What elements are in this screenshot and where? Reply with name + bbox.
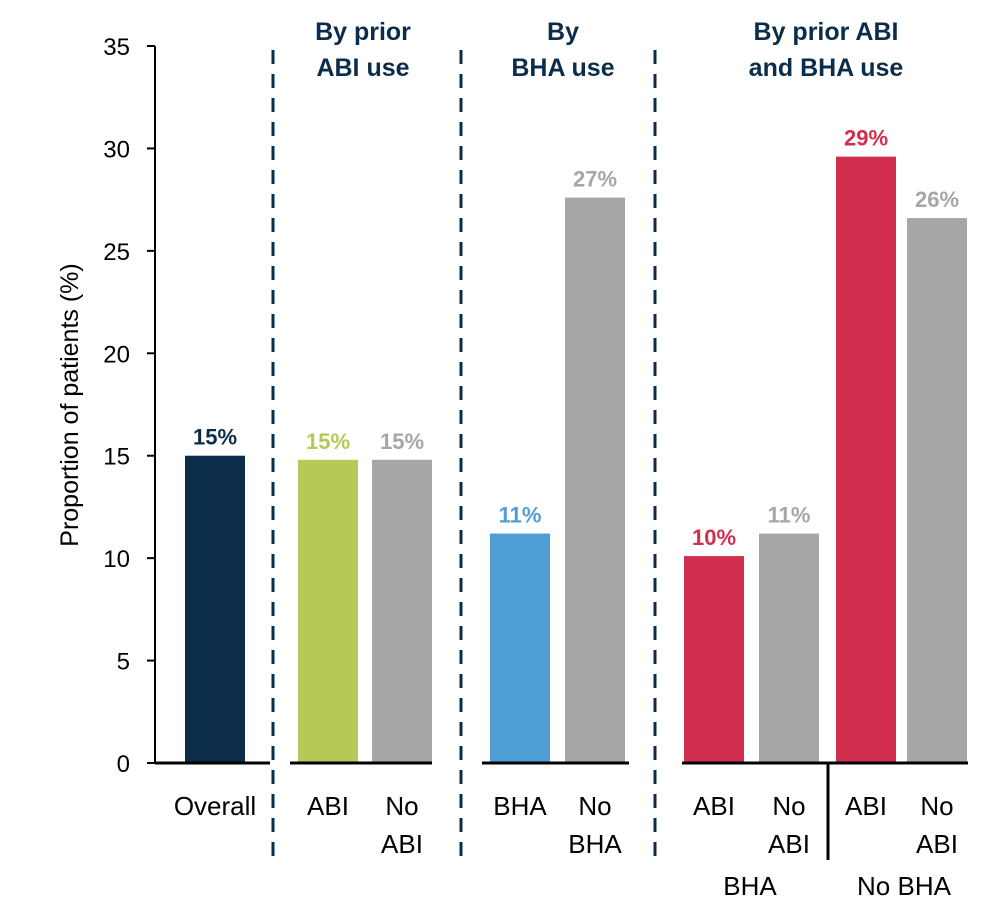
category-label: ABI — [693, 791, 735, 821]
category-label: No — [385, 791, 418, 821]
y-tick-label: 15 — [103, 444, 130, 471]
y-axis: 0 5 10 15 20 25 30 35 Proportion of patients (%) — [56, 34, 156, 778]
y-tick-label: 35 — [103, 34, 130, 61]
bar — [565, 197, 625, 763]
category-label: ABI — [768, 829, 810, 859]
data-label: 15% — [193, 425, 237, 450]
category-labels: Overall ABI No ABI BHA No BHA ABI No ABI ABI No ABI — [174, 791, 958, 859]
group-title-line: and BHA use — [749, 54, 904, 82]
bar — [298, 459, 358, 763]
value-labels: 15% 15% 15% 11% 27% 10% 11% 29% 26% — [193, 126, 959, 550]
bar — [490, 533, 550, 763]
data-label: 11% — [768, 503, 811, 528]
subgroup-labels: BHA No BHA — [723, 763, 952, 901]
bar — [185, 455, 245, 763]
bar — [372, 459, 432, 763]
data-label: 26% — [915, 187, 959, 212]
data-label: 29% — [844, 126, 888, 151]
group-title-line: By prior — [315, 18, 411, 46]
group-title-line: BHA use — [511, 54, 614, 82]
group-separators — [271, 50, 657, 858]
category-label: BHA — [568, 829, 622, 859]
bar — [907, 218, 967, 763]
y-tick-label: 10 — [103, 546, 130, 573]
group-title-line: By — [547, 18, 579, 46]
category-label: No — [920, 791, 953, 821]
y-tick-label: 5 — [117, 649, 130, 676]
data-label: 27% — [573, 167, 617, 192]
category-label: Overall — [174, 791, 256, 821]
y-tick-label: 20 — [103, 341, 130, 368]
y-tick-label: 0 — [117, 751, 130, 778]
subgroup-label: No BHA — [857, 871, 952, 901]
group-title-line: By prior ABI — [754, 18, 899, 46]
bar — [684, 556, 744, 763]
subgroup-label: BHA — [723, 871, 777, 901]
y-tick-label: 30 — [103, 136, 130, 163]
group-title-line: ABI use — [316, 54, 409, 82]
category-label: No — [578, 791, 611, 821]
group-titles: By prior ABI use By BHA use By prior ABI and … — [315, 18, 903, 82]
category-label: ABI — [845, 791, 887, 821]
category-label: No — [772, 791, 805, 821]
category-label: ABI — [381, 829, 423, 859]
bar — [759, 533, 819, 763]
data-label: 10% — [692, 525, 736, 550]
y-axis-title: Proportion of patients (%) — [56, 263, 84, 546]
bars — [185, 156, 967, 763]
category-label: ABI — [916, 829, 958, 859]
y-tick-label: 25 — [103, 239, 130, 266]
bar — [836, 156, 896, 763]
category-label: BHA — [493, 791, 547, 821]
category-label: ABI — [307, 791, 349, 821]
data-label: 15% — [380, 429, 424, 454]
data-label: 15% — [306, 429, 350, 454]
data-label: 11% — [499, 503, 542, 528]
